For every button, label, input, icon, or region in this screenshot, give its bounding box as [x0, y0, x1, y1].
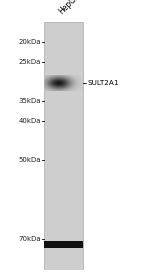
- Text: 50kDa: 50kDa: [19, 157, 41, 163]
- Text: 70kDa: 70kDa: [18, 236, 41, 242]
- Text: HepG2: HepG2: [57, 0, 82, 16]
- Text: SULT2A1: SULT2A1: [87, 80, 119, 86]
- Bar: [44, 22, 83, 270]
- Text: 20kDa: 20kDa: [19, 39, 41, 45]
- Text: 35kDa: 35kDa: [19, 98, 41, 104]
- Text: 40kDa: 40kDa: [19, 118, 41, 124]
- Text: 25kDa: 25kDa: [19, 59, 41, 65]
- Bar: [44, 241, 83, 248]
